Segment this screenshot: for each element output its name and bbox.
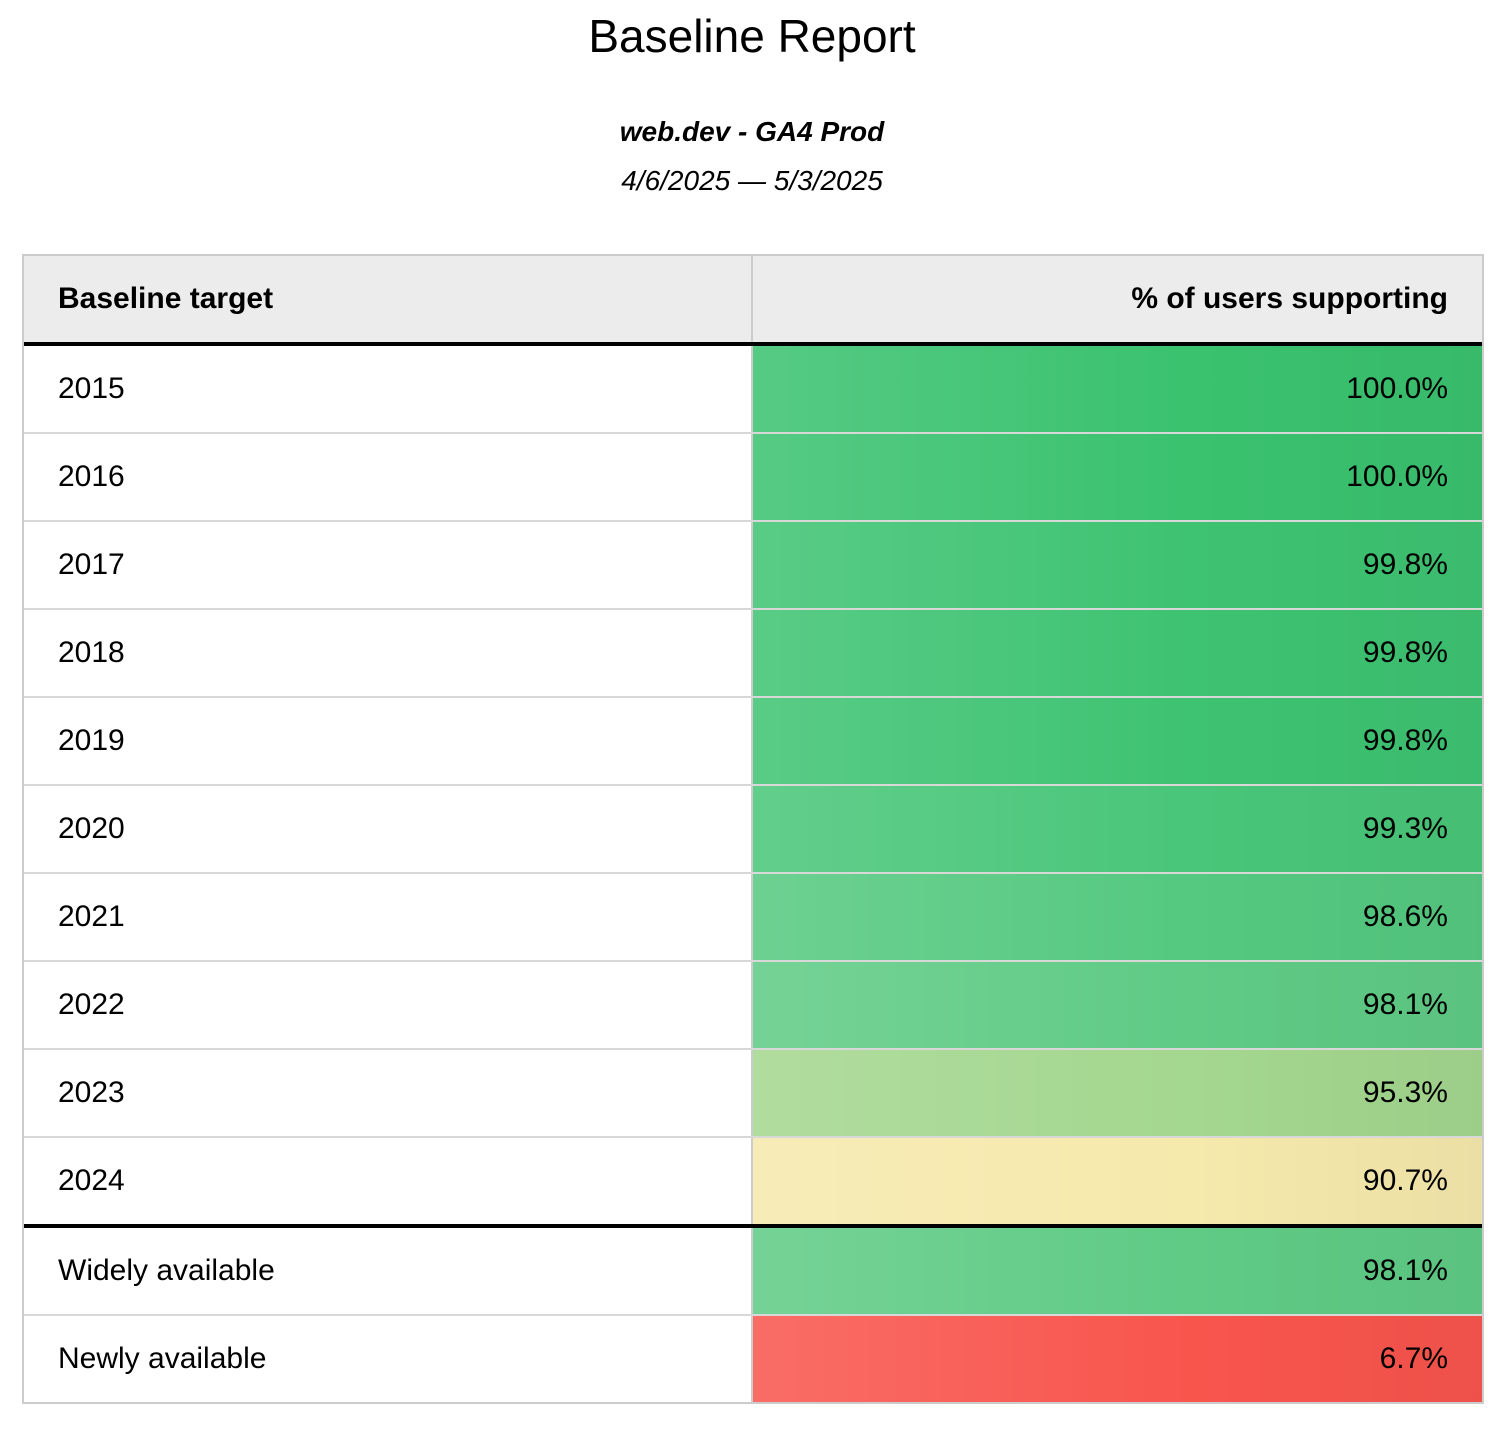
page-title: Baseline Report — [588, 10, 916, 62]
table-row: 2020 99.3% — [24, 786, 1482, 875]
support-percent-cell: 99.8% — [753, 610, 1482, 697]
table-row: 2021 98.6% — [24, 874, 1482, 963]
table-header-row: Baseline target % of users supporting — [24, 256, 1482, 347]
support-percent-cell: 98.6% — [753, 874, 1482, 961]
report-header: Baseline Report web.dev - GA4 Prod 4/6/2… — [0, 10, 1504, 198]
support-percent-cell: 100.0% — [753, 346, 1482, 433]
table-row: 2017 99.8% — [24, 522, 1482, 611]
baseline-target-cell: 2015 — [24, 346, 753, 433]
property-name: web.dev - GA4 Prod — [619, 115, 885, 147]
baseline-target-cell: 2022 — [24, 962, 753, 1049]
support-percent-cell: 90.7% — [753, 1138, 1482, 1225]
baseline-target-cell: 2020 — [24, 786, 753, 873]
support-percent-cell: 99.3% — [753, 786, 1482, 873]
baseline-target-cell: Newly available — [24, 1316, 753, 1403]
baseline-table: Baseline target % of users supporting 20… — [22, 254, 1484, 1405]
support-percent-cell: 99.8% — [753, 522, 1482, 609]
baseline-target-cell: 2019 — [24, 698, 753, 785]
table-row: 2018 99.8% — [24, 610, 1482, 699]
baseline-target-cell: 2024 — [24, 1138, 753, 1225]
date-range: 4/6/2025 — 5/3/2025 — [621, 165, 883, 197]
table-row: 2023 95.3% — [24, 1050, 1482, 1139]
baseline-target-cell: 2017 — [24, 522, 753, 609]
table-row: Newly available 6.7% — [24, 1316, 1482, 1403]
support-percent-cell: 100.0% — [753, 434, 1482, 521]
table-row: 2016 100.0% — [24, 434, 1482, 523]
table-row: Widely available 98.1% — [24, 1228, 1482, 1317]
table-row: 2024 90.7% — [24, 1138, 1482, 1229]
support-percent-cell: 98.1% — [753, 962, 1482, 1049]
support-percent-cell: 99.8% — [753, 698, 1482, 785]
column-header-percent-supporting: % of users supporting — [1131, 282, 1448, 316]
baseline-target-cell: 2023 — [24, 1050, 753, 1137]
table-row: 2015 100.0% — [24, 346, 1482, 435]
table-row: 2019 99.8% — [24, 698, 1482, 787]
baseline-target-cell: Widely available — [24, 1228, 753, 1315]
column-header-baseline-target: Baseline target — [24, 256, 753, 343]
table-row: 2022 98.1% — [24, 962, 1482, 1051]
baseline-target-cell: 2018 — [24, 610, 753, 697]
support-percent-cell: 95.3% — [753, 1050, 1482, 1137]
baseline-target-cell: 2021 — [24, 874, 753, 961]
baseline-target-cell: 2016 — [24, 434, 753, 521]
support-percent-cell: 6.7% — [753, 1316, 1482, 1403]
support-percent-cell: 98.1% — [753, 1228, 1482, 1315]
